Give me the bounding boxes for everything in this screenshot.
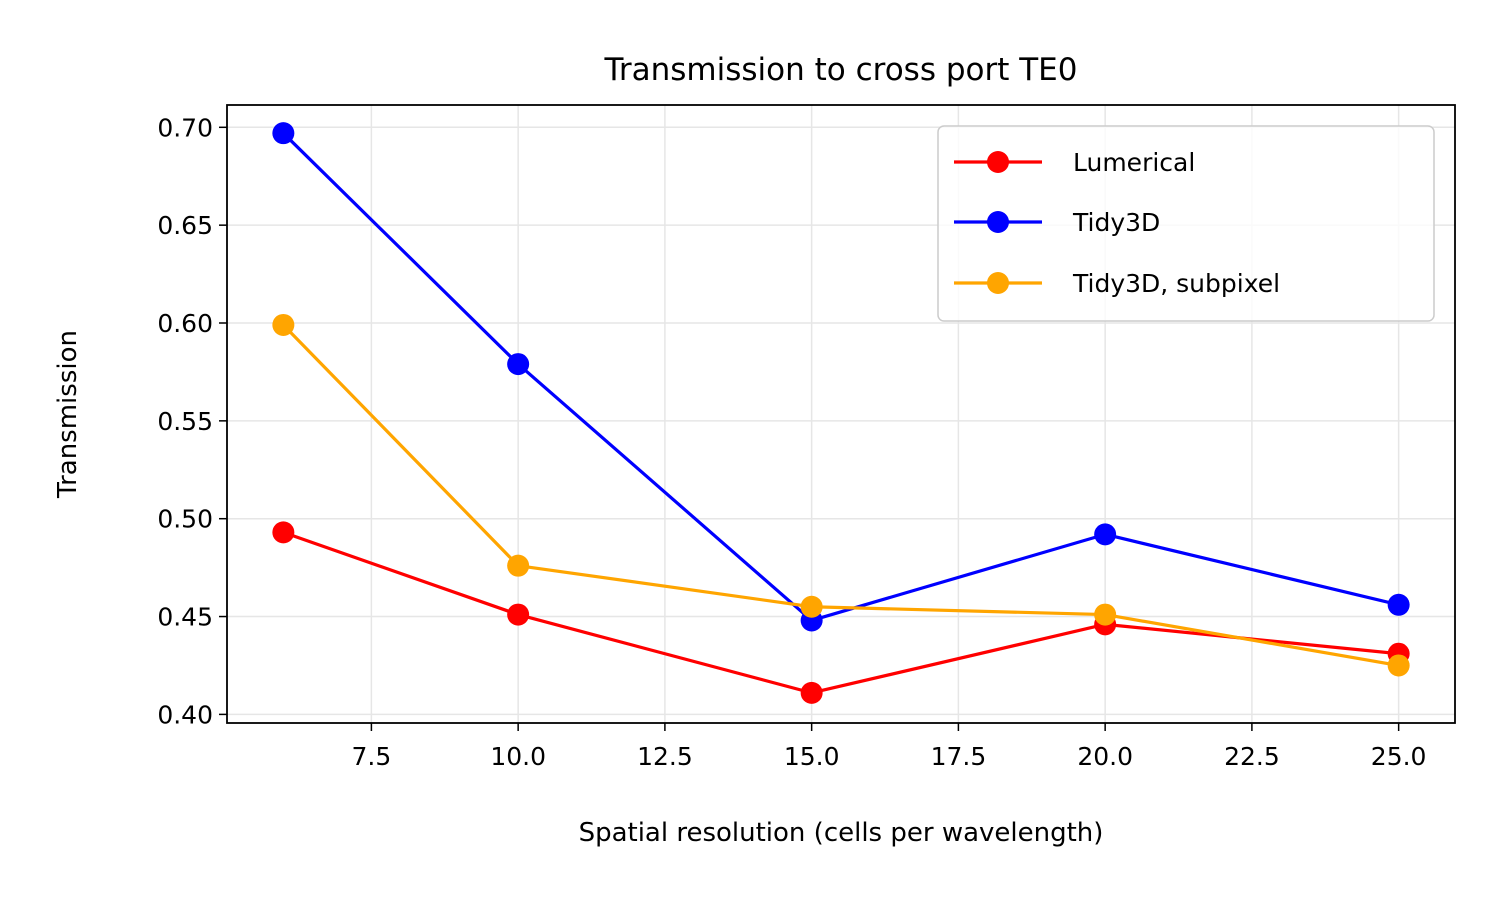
data-point-tidy3d-subpixel — [1094, 603, 1117, 626]
y-tick-label: 0.60 — [157, 309, 213, 338]
x-tick-label: 25.0 — [1371, 742, 1427, 771]
data-point-tidy3d — [1094, 523, 1117, 546]
x-tick-label: 17.5 — [931, 742, 987, 771]
legend-label-lumerical: Lumerical — [1073, 148, 1195, 177]
legend-marker-lumerical — [987, 151, 1009, 173]
y-tick-label: 0.50 — [157, 505, 213, 534]
y-tick-label: 0.55 — [157, 407, 213, 436]
series-group — [272, 122, 1410, 704]
y-tick-label: 0.45 — [157, 603, 213, 632]
legend-label-tidy3d: Tidy3D — [1072, 208, 1160, 237]
y-tick-label: 0.40 — [157, 700, 213, 729]
data-point-tidy3d-subpixel — [800, 595, 823, 618]
legend-box — [937, 125, 1435, 322]
x-tick-label: 7.5 — [352, 742, 392, 771]
data-point-lumerical — [272, 521, 295, 544]
ticks: 7.5 10.0 12.5 15.0 17.5 20.0 22.5 25.0 0.40 0.45 0… — [157, 113, 1426, 771]
x-axis-label: Spatial resolution (cells per wavelength… — [579, 818, 1104, 848]
data-point-lumerical — [800, 681, 823, 704]
legend-label-tidy3d-subpixel: Tidy3D, subpixel — [1072, 269, 1280, 298]
x-tick-label: 12.5 — [637, 742, 693, 771]
y-tick-label: 0.65 — [157, 211, 213, 240]
plot-frame — [226, 104, 1456, 724]
data-point-tidy3d-subpixel — [507, 554, 530, 577]
x-tick-label: 10.0 — [490, 742, 546, 771]
legend-marker-tidy3d-subpixel — [987, 272, 1009, 294]
legend-entries: Lumerical Tidy3D Tidy3D, subpixel — [954, 148, 1280, 298]
y-tick-label: 0.70 — [157, 113, 213, 142]
chart-title: Transmission to cross port TE0 — [604, 52, 1078, 88]
legend-marker-tidy3d — [987, 211, 1009, 233]
data-point-tidy3d — [507, 353, 530, 376]
x-tick-label: 15.0 — [784, 742, 840, 771]
data-point-tidy3d — [1387, 593, 1410, 616]
legend: Lumerical Tidy3D Tidy3D, subpixel — [937, 125, 1435, 322]
data-point-tidy3d-subpixel — [1387, 654, 1410, 677]
data-point-lumerical — [507, 603, 530, 626]
data-point-tidy3d — [272, 122, 295, 145]
x-tick-label: 22.5 — [1224, 742, 1280, 771]
y-axis-label: Transmission — [53, 330, 83, 499]
x-tick-label: 20.0 — [1077, 742, 1133, 771]
data-point-tidy3d-subpixel — [272, 313, 295, 336]
